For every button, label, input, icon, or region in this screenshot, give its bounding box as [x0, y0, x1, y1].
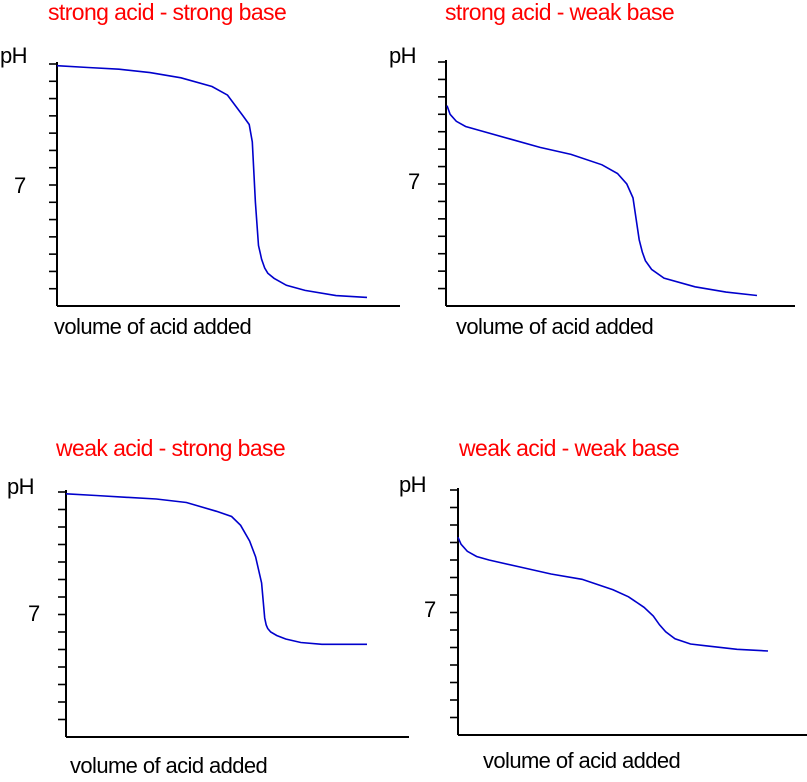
y-axis-label: pH	[0, 43, 27, 68]
y-tick-label-7: 7	[408, 169, 420, 194]
y-tick-label-7: 7	[424, 597, 436, 622]
y-tick-label-7: 7	[28, 601, 40, 626]
panel-weak-acid-weak-base: weak acid - weak base pH 7 volume of acid a…	[399, 435, 807, 773]
y-axis-label: pH	[389, 43, 416, 68]
y-axis-label: pH	[7, 474, 34, 499]
panel-strong-acid-strong-base: strong acid - strong base pH 7 volume of ac…	[0, 0, 400, 339]
x-axis-label: volume of acid added	[54, 314, 251, 339]
panel-weak-acid-strong-base: weak acid - strong base pH 7 volume of acid…	[7, 435, 409, 778]
panel-strong-acid-weak-base: strong acid - weak base pH 7 volume of acid…	[389, 0, 795, 339]
y-tick-label-7: 7	[14, 173, 26, 198]
titration-curve-line	[457, 536, 769, 652]
titration-curve-line	[65, 493, 367, 646]
x-axis-label: volume of acid added	[483, 748, 680, 773]
chart-title: strong acid - strong base	[48, 0, 286, 25]
x-axis-label: volume of acid added	[70, 753, 267, 778]
chart-title: weak acid - strong base	[55, 435, 285, 461]
titration-curve-line	[446, 105, 758, 297]
y-axis-label: pH	[399, 472, 426, 497]
chart-title: strong acid - weak base	[445, 0, 674, 25]
x-axis-label: volume of acid added	[456, 314, 653, 339]
chart-title: weak acid - weak base	[458, 435, 679, 461]
titration-curve-line	[56, 64, 368, 299]
